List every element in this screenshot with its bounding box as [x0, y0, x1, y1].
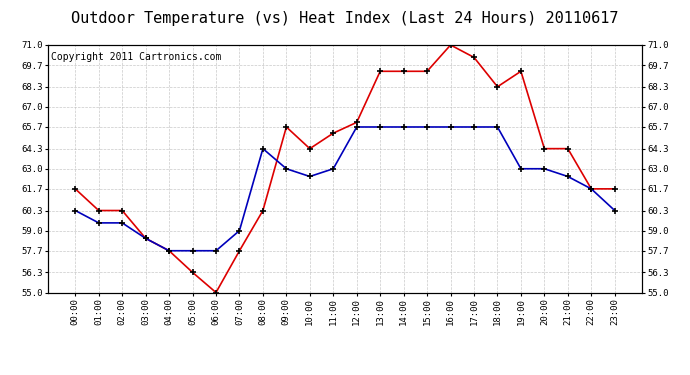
Text: Copyright 2011 Cartronics.com: Copyright 2011 Cartronics.com	[51, 53, 221, 62]
Text: Outdoor Temperature (vs) Heat Index (Last 24 Hours) 20110617: Outdoor Temperature (vs) Heat Index (Las…	[71, 11, 619, 26]
